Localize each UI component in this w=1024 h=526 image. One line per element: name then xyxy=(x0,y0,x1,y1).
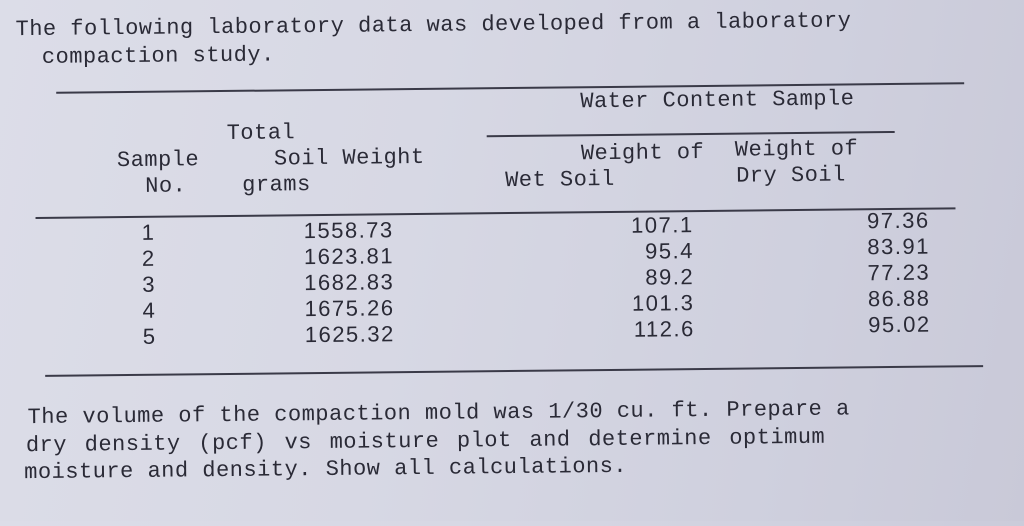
table-row: 5 1625.32 112.6 95.02 xyxy=(0,0,1021,349)
cell-dry-weight: 95.02 xyxy=(868,311,931,338)
footer-line-3: moisture and density. Show all calculati… xyxy=(24,453,628,486)
intro-line-1: The following laboratory data was develo… xyxy=(15,8,852,43)
cell-total-weight: 1625.32 xyxy=(304,321,395,348)
cell-wet-weight: 101.3 xyxy=(631,290,695,316)
header-total-line-1: Total xyxy=(226,120,296,146)
table-row: 3 1682.83 89.2 77.23 xyxy=(0,0,1021,297)
cell-wet-weight: 112.6 xyxy=(633,316,695,342)
header-wet-line-2: Wet Soil xyxy=(505,166,615,194)
cell-dry-weight: 77.23 xyxy=(867,259,931,286)
footer-line-2: dry density (pcf) vs moisture plot and d… xyxy=(25,424,826,459)
table-row: 2 1623.81 95.4 83.91 xyxy=(0,0,1021,271)
cell-sample: 4 xyxy=(142,297,157,323)
header-total-line-2: Soil Weight xyxy=(273,144,425,172)
header-dry-line-1: Weight of xyxy=(734,136,859,163)
cell-total-weight: 1623.81 xyxy=(303,243,395,270)
header-wet-line-1: Weight of xyxy=(580,139,705,167)
cell-sample: 3 xyxy=(142,271,157,297)
header-total-line-3: grams xyxy=(242,172,311,198)
cell-sample: 5 xyxy=(142,323,157,349)
cell-sample: 2 xyxy=(141,245,156,271)
header-dry-line-2: Dry Soil xyxy=(736,162,846,189)
intro-line-2: compaction study. xyxy=(41,42,275,70)
cell-wet-weight: 89.2 xyxy=(645,264,695,290)
group-header-water-content: Water Content Sample xyxy=(580,86,855,115)
cell-wet-weight: 107.1 xyxy=(630,212,694,238)
header-sample-line-2: No. xyxy=(145,173,187,199)
cell-total-weight: 1558.73 xyxy=(303,217,394,244)
cell-total-weight: 1682.83 xyxy=(304,269,395,296)
table-bottom-rule xyxy=(45,365,984,377)
table-row: 1 1558.73 107.1 97.36 xyxy=(0,0,1021,245)
header-sample-line-1: Sample xyxy=(116,147,200,174)
table-row: 4 1675.26 101.3 86.88 xyxy=(0,0,1021,323)
cell-total-weight: 1675.26 xyxy=(304,295,395,322)
cell-wet-weight: 95.4 xyxy=(644,238,695,264)
cell-dry-weight: 97.36 xyxy=(866,207,930,234)
cell-sample: 1 xyxy=(141,219,156,245)
table-header-rule xyxy=(35,207,956,219)
cell-dry-weight: 86.88 xyxy=(867,285,931,312)
cell-dry-weight: 83.91 xyxy=(867,233,931,260)
